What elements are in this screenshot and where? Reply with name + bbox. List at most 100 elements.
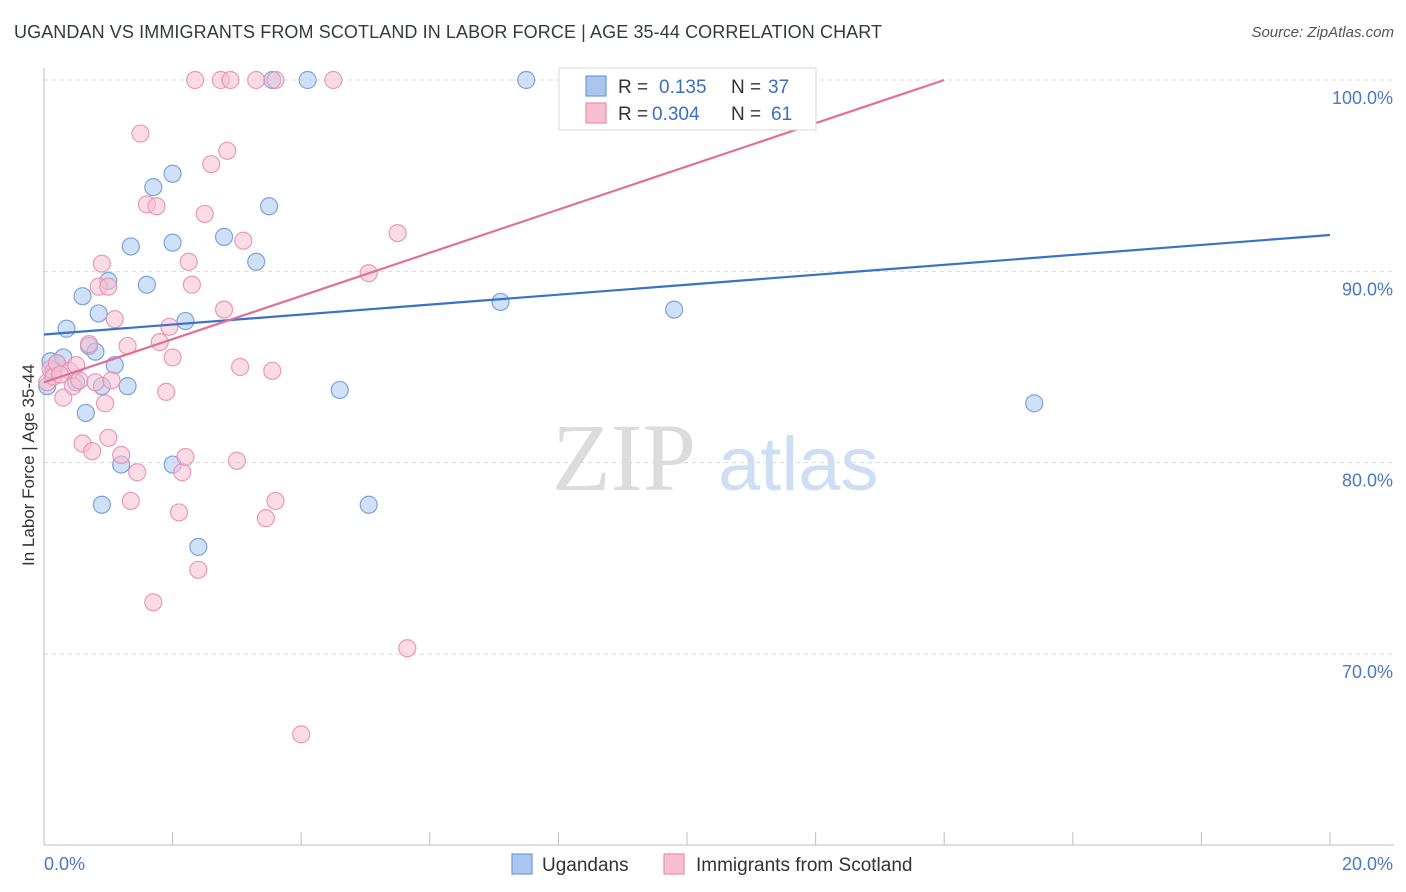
scotland-point: [160, 317, 179, 336]
scotland-point: [70, 371, 89, 390]
ugandans-point: [163, 164, 182, 183]
scotland-point: [169, 503, 189, 522]
y-tick-labels: 100.0% 90.0% 80.0% 70.0%: [1332, 88, 1393, 682]
scotland-point: [266, 70, 285, 90]
y-tick-label: 100.0%: [1332, 88, 1393, 108]
ugandans-point: [359, 495, 378, 514]
watermark-zip: ZIP: [552, 404, 696, 511]
legend-r-value-1: 0.135: [659, 77, 707, 98]
scotland-point: [221, 70, 240, 90]
ugandans-point: [121, 237, 140, 256]
legend-swatch-ugandans: [585, 75, 607, 97]
ugandans-point: [89, 304, 108, 323]
scotland-point: [150, 333, 169, 352]
scotland-point: [95, 394, 115, 413]
watermark-atlas: atlas: [718, 422, 879, 507]
source-label: Source: ZipAtlas.com: [1251, 24, 1394, 41]
ugandans-point: [517, 70, 536, 90]
scotland-point: [266, 491, 285, 511]
ugandans-trend-line: [43, 233, 1331, 336]
scotland-point: [83, 442, 102, 461]
scotland-point: [218, 141, 237, 160]
scotland-point: [163, 348, 182, 367]
y-tick-label: 90.0%: [1342, 279, 1393, 299]
scotland-point: [263, 361, 282, 380]
scotland-point: [182, 275, 201, 294]
scotland-point: [231, 357, 250, 377]
scotland-point: [202, 155, 221, 174]
x-tick-label: 20.0%: [1342, 854, 1393, 874]
bottom-legend: Ugandans Immigrants from Scotland: [511, 853, 912, 876]
top-legend: R = 0.135 N = 37 R = 0.304 N = 61: [558, 67, 817, 131]
legend-n-label-2: N =: [731, 104, 761, 125]
y-tick-label: 80.0%: [1342, 471, 1393, 491]
data-points: [38, 70, 1044, 744]
scotland-point: [227, 451, 246, 470]
ugandans-point: [491, 292, 510, 312]
scotland-point: [99, 277, 118, 296]
legend-n-label-1: N =: [731, 77, 761, 98]
ugandans-point: [214, 227, 234, 246]
scotland-point: [214, 300, 234, 319]
legend-r-label-1: R =: [618, 77, 648, 98]
x-tick-label: 0.0%: [44, 854, 85, 874]
scotland-point: [92, 254, 111, 273]
legend-n-value-1: 37: [768, 77, 789, 98]
legend-r-label-2: R =: [618, 104, 648, 125]
chart-title: UGANDAN VS IMMIGRANTS FROM SCOTLAND IN L…: [14, 22, 883, 42]
y-axis-title: In Labor Force | Age 35-44: [19, 364, 38, 566]
ugandans-point: [176, 311, 195, 331]
scotland-point: [105, 310, 124, 329]
scotland-point: [128, 463, 147, 482]
legend-n-value-2: 61: [771, 104, 792, 125]
ugandans-point: [665, 300, 684, 319]
scotland-point: [195, 204, 214, 224]
axes: [43, 68, 1394, 846]
ugandans-point: [118, 377, 137, 396]
scotland-point: [256, 509, 275, 528]
scotland-point: [186, 70, 205, 90]
ugandans-point: [1025, 394, 1044, 413]
scotland-point: [247, 70, 266, 90]
ugandans-point: [298, 70, 317, 90]
scotland-point: [398, 639, 417, 658]
scotland-point: [189, 560, 208, 579]
scotland-point: [131, 124, 150, 143]
ugandans-point: [92, 495, 111, 514]
scotland-point: [147, 197, 166, 216]
legend-swatch-scotland: [585, 102, 607, 124]
bottom-legend-swatch-ugandans: [511, 853, 533, 875]
scotland-point: [102, 371, 121, 390]
bottom-legend-label-scotland: Immigrants from Scotland: [696, 855, 912, 876]
ugandans-point: [189, 537, 208, 556]
scotland-point: [179, 252, 198, 271]
ugandans-point: [330, 380, 349, 400]
scotland-point: [157, 382, 176, 401]
ugandans-point: [57, 319, 76, 338]
ugandans-point: [137, 275, 156, 294]
scotland-point: [176, 447, 195, 467]
ugandans-point: [259, 197, 279, 216]
ugandans-point: [76, 403, 95, 423]
ugandans-point: [247, 252, 266, 271]
bottom-legend-label-ugandans: Ugandans: [542, 855, 629, 876]
scotland-point: [234, 231, 253, 250]
scotland-point: [324, 70, 343, 90]
scotland-point: [292, 725, 311, 744]
scotland-point: [99, 428, 118, 447]
scotland-point: [112, 445, 131, 465]
scotland-point: [79, 334, 99, 354]
y-tick-label: 70.0%: [1342, 662, 1393, 682]
ugandans-point: [73, 287, 92, 306]
x-tick-labels: 0.0% 20.0%: [44, 854, 1393, 874]
legend-r-value-2: 0.304: [652, 104, 700, 125]
ugandans-point: [144, 178, 163, 197]
bottom-legend-swatch-scotland: [663, 853, 685, 875]
scotland-point: [86, 373, 105, 392]
ugandans-point: [163, 233, 182, 252]
scotland-point: [173, 463, 192, 482]
scotland-point: [388, 223, 407, 243]
scotland-point: [144, 593, 163, 612]
scotland-point: [121, 491, 140, 511]
